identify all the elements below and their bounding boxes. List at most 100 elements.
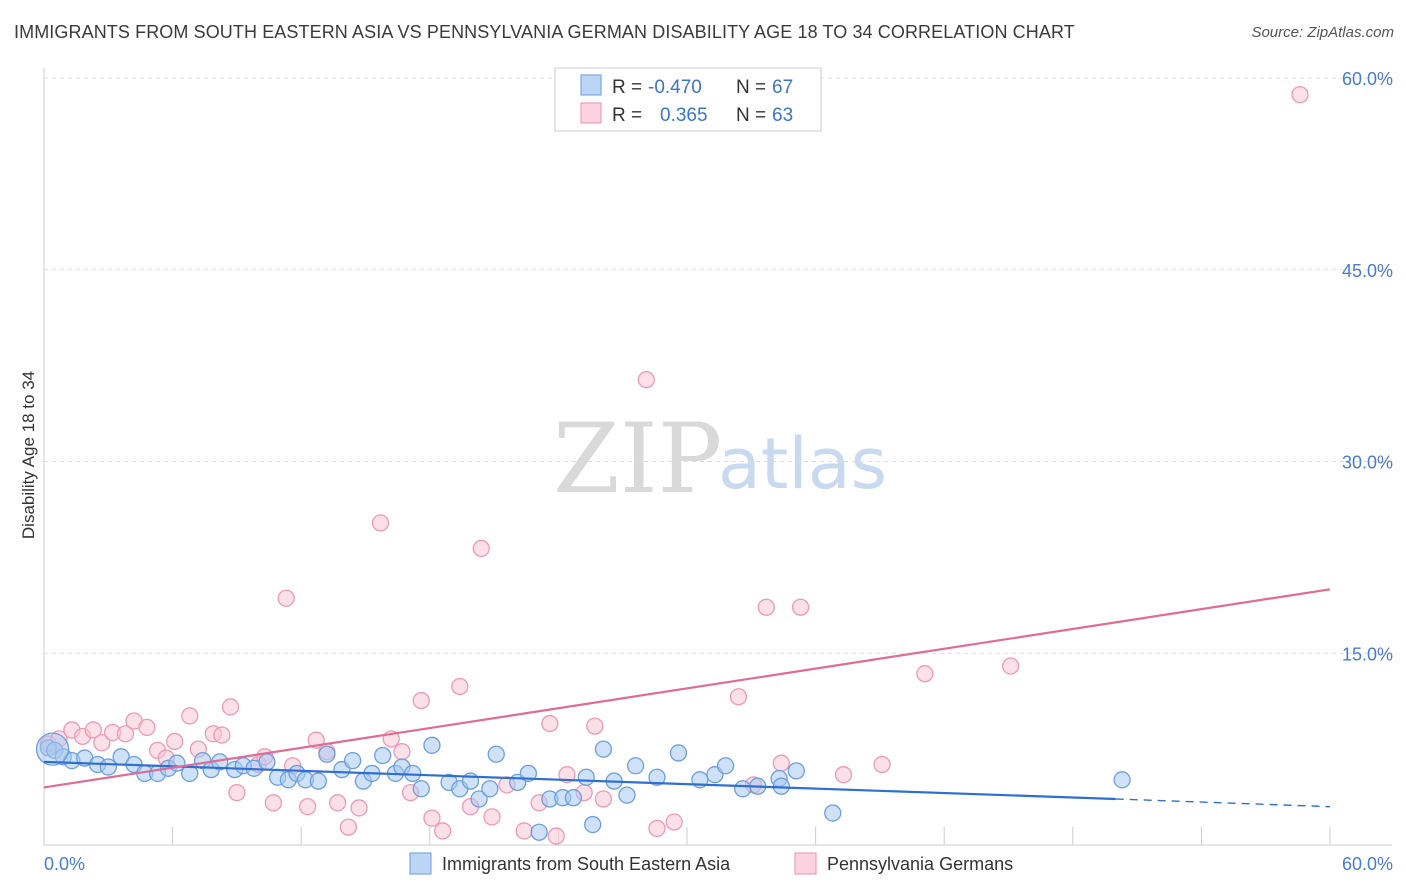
y-tick-label-3: 60.0%: [1342, 69, 1393, 89]
legend-r-value-1: -0.470: [648, 77, 702, 98]
legend-r-label-2: R =: [612, 105, 642, 126]
pink-point-13: [181, 707, 199, 725]
blue-point-28: [343, 751, 362, 770]
pink-point-46: [558, 766, 576, 784]
blue-point-44: [519, 764, 538, 783]
legend-swatch-blue: [580, 74, 602, 96]
blue-point-20: [258, 753, 276, 771]
trend-lines: [43, 588, 1331, 808]
pink-point-24: [298, 798, 317, 816]
pink-point-52: [665, 813, 683, 831]
pink-point-48: [586, 717, 604, 735]
pink-point-5: [93, 734, 111, 752]
blue-point-42: [487, 745, 505, 763]
pink-point-12: [166, 732, 184, 751]
pink-point-18: [228, 783, 246, 802]
pink-point-36: [434, 822, 452, 840]
pink-point-40: [483, 808, 501, 826]
blue-point-48: [564, 789, 583, 807]
pink-point-32: [393, 743, 411, 761]
blue-trend-line: [43, 760, 1116, 801]
pink-point-37: [451, 677, 469, 696]
pink-point-21: [264, 794, 282, 812]
pink-trend-line: [43, 588, 1331, 789]
legend-swatch-pink: [580, 102, 602, 124]
pink-point-51: [648, 819, 666, 838]
series-label-blue: Immigrants from South Eastern Asia: [442, 854, 731, 874]
pink-point-22: [277, 589, 295, 607]
source-label: Source: ZipAtlas.com: [1251, 24, 1394, 41]
blue-point-64: [787, 762, 805, 780]
legend-n-label-1: N =: [736, 77, 766, 98]
blue-point-36: [423, 736, 441, 754]
pink-point-55: [757, 598, 775, 616]
gridlines: [44, 77, 1392, 654]
pink-point-62: [1291, 85, 1309, 104]
legend-n-value-1: 67: [772, 77, 793, 98]
blue-point-40: [470, 790, 488, 808]
blue-point-60: [734, 780, 752, 798]
series-swatch-blue: [409, 852, 432, 875]
pink-point-45: [547, 827, 565, 845]
pink-point-4: [84, 721, 102, 739]
pink-point-9: [138, 718, 156, 737]
pink-point-28: [339, 818, 358, 836]
watermark-zip: ZIP: [553, 403, 722, 515]
blue-point-45: [530, 823, 548, 841]
legend-n-label-2: N =: [736, 105, 766, 126]
pink-point-27: [328, 794, 347, 812]
pink-point-16: [213, 726, 231, 744]
y-tick-label-0: 15.0%: [1342, 644, 1393, 664]
pink-point-59: [873, 755, 891, 774]
series-swatch-pink: [794, 852, 817, 875]
pink-point-42: [515, 822, 533, 840]
pink-point-57: [791, 598, 810, 616]
blue-point-25: [309, 772, 327, 790]
pink-point-30: [371, 514, 390, 532]
blue-trend-extension: [1115, 798, 1331, 808]
y-tick-label-1: 30.0%: [1342, 453, 1393, 473]
pink-point-34: [412, 691, 430, 710]
x-tick-label-1: 60.0%: [1342, 854, 1393, 874]
blue-point-66: [1113, 771, 1131, 789]
pink-point-17: [221, 698, 240, 716]
pink-point-61: [1001, 657, 1020, 675]
blue-point-cluster: [35, 732, 70, 766]
pink-point-35: [423, 809, 441, 827]
pink-point-56: [772, 754, 790, 772]
watermark-atlas: atlas: [718, 423, 887, 505]
pink-point-29: [350, 799, 368, 817]
series-label-pink: Pennsylvania Germans: [827, 854, 1013, 874]
blue-point-51: [594, 740, 613, 758]
blue-point-50: [584, 815, 602, 834]
pink-point-7: [116, 725, 135, 743]
pink-point-44: [541, 714, 559, 733]
blue-point-31: [373, 746, 392, 765]
pink-point-58: [834, 766, 853, 784]
legend-r-value-2: 0.365: [660, 105, 708, 126]
blue-point-55: [648, 768, 666, 786]
blue-point-65: [824, 804, 842, 822]
pink-point-49: [594, 790, 613, 808]
blue-point-54: [626, 757, 645, 775]
y-tick-label-2: 45.0%: [1342, 261, 1393, 281]
series-legend: Immigrants from South Eastern Asia Penns…: [409, 852, 1013, 875]
blue-point-56: [669, 744, 688, 762]
pink-point-50: [637, 371, 655, 389]
y-axis-title: Disability Age 18 to 34: [19, 371, 38, 539]
pink-point-39: [472, 539, 490, 558]
blue-point-35: [412, 780, 430, 798]
legend-n-value-2: 63: [772, 105, 793, 126]
blue-point-53: [618, 786, 636, 804]
axes: 15.0% 30.0% 45.0% 60.0% 0.0% 60.0%: [43, 68, 1393, 874]
pink-point-60: [916, 665, 934, 683]
blue-point-59: [716, 757, 735, 775]
blue-point-49: [577, 768, 595, 786]
x-tick-label-0: 0.0%: [44, 854, 85, 874]
chart-title: IMMIGRANTS FROM SOUTH EASTERN ASIA VS PE…: [14, 22, 1075, 42]
blue-point-41: [481, 780, 499, 798]
blue-point-26: [318, 745, 336, 763]
correlation-legend: R = -0.470 N = 67 R = 0.365 N = 63: [554, 67, 822, 132]
pink-point-53: [729, 688, 748, 706]
